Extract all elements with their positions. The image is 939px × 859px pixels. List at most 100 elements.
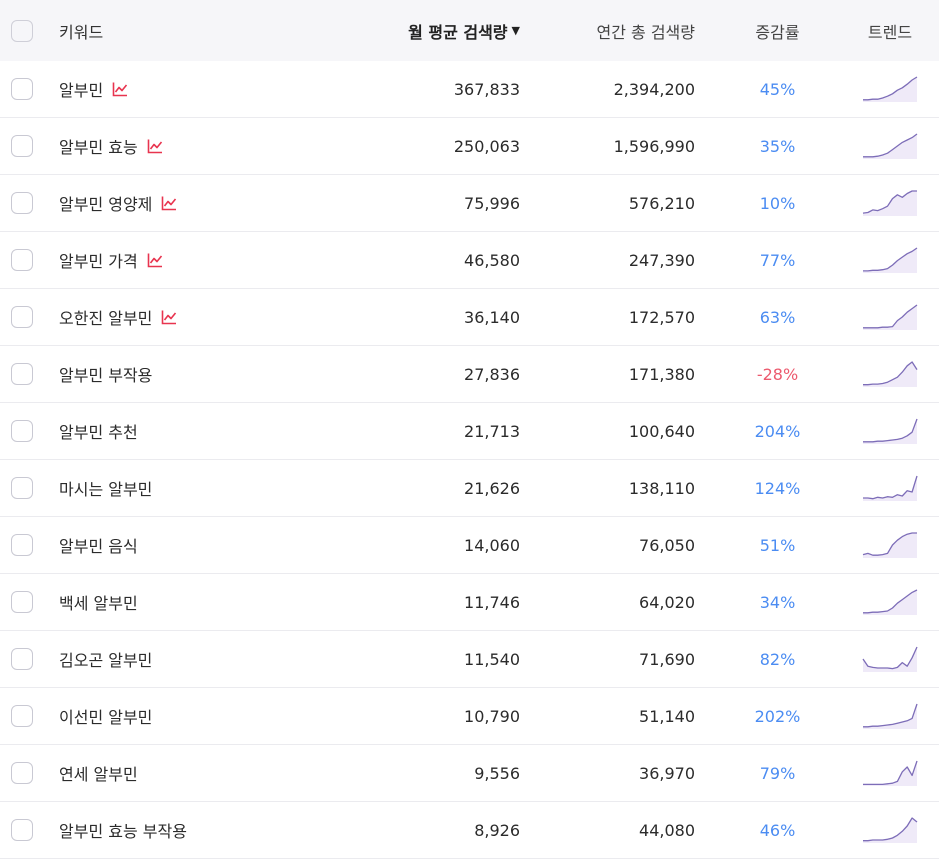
sparkline-area [863, 818, 917, 843]
keyword-cell[interactable]: 알부민 음식 [59, 517, 359, 573]
table-row[interactable]: 알부민 367,833 2,394,200 45% [0, 61, 939, 118]
keyword-text[interactable]: 이선민 알부민 [59, 708, 153, 727]
keyword-cell[interactable]: 알부민 부작용 [59, 346, 359, 402]
table-row[interactable]: 알부민 가격 46,580 247,390 77% [0, 232, 939, 289]
change-rate: 77% [759, 250, 796, 270]
keyword-text[interactable]: 알부민 부작용 [59, 366, 153, 385]
row-checkbox[interactable] [11, 705, 33, 727]
row-checkbox[interactable] [11, 363, 33, 385]
table-body: 알부민 367,833 2,394,200 45% 알부민 효능 250,063 1,596… [0, 61, 939, 859]
header-keyword[interactable]: 키워드 [59, 22, 104, 42]
row-checkbox[interactable] [11, 249, 33, 271]
table-row[interactable]: 마시는 알부민 21,626 138,110 124% [0, 460, 939, 517]
trend-sparkline [863, 133, 918, 159]
table-row[interactable]: 이선민 알부민 10,790 51,140 202% [0, 688, 939, 745]
monthly-volume: 75,996 [464, 193, 520, 213]
row-checkbox[interactable] [11, 534, 33, 556]
keyword-cell[interactable]: 알부민 효능 부작용 [59, 802, 359, 858]
trend-sparkline [863, 760, 918, 786]
keyword-cell[interactable]: 알부민 효능 [59, 118, 359, 174]
table-row[interactable]: 알부민 효능 부작용 8,926 44,080 46% [0, 802, 939, 859]
keyword-cell[interactable]: 이선민 알부민 [59, 688, 359, 744]
row-checkbox[interactable] [11, 648, 33, 670]
sparkline-line [863, 817, 918, 842]
sparkline-line [863, 76, 918, 101]
keyword-text[interactable]: 알부민 가격 [59, 252, 138, 271]
row-checkbox[interactable] [11, 135, 33, 157]
keyword-text[interactable]: 알부민 추천 [59, 423, 138, 442]
keyword-text[interactable]: 오한진 알부민 [59, 309, 153, 328]
row-checkbox[interactable] [11, 477, 33, 499]
row-checkbox-cell [8, 118, 36, 174]
row-checkbox[interactable] [11, 306, 33, 328]
yearly-volume: 36,970 [639, 763, 695, 783]
keyword-cell[interactable]: 백세 알부민 [59, 574, 359, 630]
row-checkbox[interactable] [11, 420, 33, 442]
table-row[interactable]: 알부민 효능 250,063 1,596,990 35% [0, 118, 939, 175]
change-rate: 82% [759, 649, 796, 669]
table-row[interactable]: 알부민 부작용 27,836 171,380 -28% [0, 346, 939, 403]
keyword-cell[interactable]: 알부민 [59, 61, 359, 117]
table-row[interactable]: 백세 알부민 11,746 64,020 34% [0, 574, 939, 631]
row-checkbox-cell [8, 688, 36, 744]
sparkline-line [862, 532, 917, 556]
header-monthly-volume[interactable]: 월 평균 검색량 ▼ [360, 0, 520, 61]
keyword-cell[interactable]: 알부민 추천 [59, 403, 359, 459]
table-row[interactable]: 김오곤 알부민 11,540 71,690 82% [0, 631, 939, 688]
keyword-cell[interactable]: 김오곤 알부민 [59, 631, 359, 687]
monthly-volume: 11,540 [464, 649, 520, 669]
keyword-cell[interactable]: 알부민 가격 [59, 232, 359, 288]
trend-cell [850, 688, 930, 744]
keyword-cell[interactable]: 알부민 영양제 [59, 175, 359, 231]
change-rate: 46% [759, 820, 796, 840]
select-all-checkbox[interactable] [11, 19, 33, 42]
trend-cell [850, 403, 930, 459]
sparkline-area [863, 704, 917, 729]
keyword-text[interactable]: 알부민 [59, 81, 104, 100]
monthly-volume: 21,626 [464, 478, 520, 498]
row-checkbox[interactable] [11, 78, 33, 100]
table-row[interactable]: 알부민 추천 21,713 100,640 204% [0, 403, 939, 460]
trend-cell [850, 745, 930, 801]
keyword-text[interactable]: 알부민 영양제 [59, 195, 153, 214]
keyword-text[interactable]: 알부민 음식 [59, 537, 138, 556]
keyword-cell[interactable]: 오한진 알부민 [59, 289, 359, 345]
sparkline-line [863, 304, 918, 329]
table-row[interactable]: 알부민 음식 14,060 76,050 51% [0, 517, 939, 574]
header-change-rate[interactable]: 증감률 [755, 22, 800, 42]
keyword-text[interactable]: 백세 알부민 [59, 594, 138, 613]
keyword-text[interactable]: 연세 알부민 [59, 765, 138, 784]
header-yearly-volume[interactable]: 연간 총 검색량 [596, 22, 696, 42]
row-checkbox[interactable] [11, 591, 33, 613]
yearly-volume: 44,080 [639, 820, 695, 840]
row-checkbox-cell [8, 574, 36, 630]
table-row[interactable]: 연세 알부민 9,556 36,970 79% [0, 745, 939, 802]
keyword-cell[interactable]: 연세 알부민 [59, 745, 359, 801]
monthly-volume: 36,140 [464, 307, 520, 327]
keyword-text[interactable]: 알부민 효능 부작용 [59, 822, 187, 841]
yearly-volume: 247,390 [628, 250, 695, 270]
row-checkbox[interactable] [11, 762, 33, 784]
keyword-text[interactable]: 김오곤 알부민 [59, 651, 153, 670]
sparkline-area [863, 248, 917, 273]
row-checkbox[interactable] [11, 819, 33, 841]
sparkline-line [863, 361, 918, 386]
row-checkbox[interactable] [11, 192, 33, 214]
trend-sparkline [863, 304, 918, 330]
sparkline-line [863, 133, 918, 158]
table-row[interactable]: 오한진 알부민 36,140 172,570 63% [0, 289, 939, 346]
monthly-volume: 367,833 [453, 79, 520, 99]
keyword-text[interactable]: 알부민 효능 [59, 138, 138, 157]
table-row[interactable]: 알부민 영양제 75,996 576,210 10% [0, 175, 939, 232]
trend-sparkline [863, 361, 918, 387]
monthly-volume: 14,060 [464, 535, 520, 555]
keyword-cell[interactable]: 마시는 알부민 [59, 460, 359, 516]
sparkline-area [863, 77, 917, 102]
sparkline-area [863, 305, 917, 330]
yearly-volume: 171,380 [628, 364, 695, 384]
header-checkbox-cell [8, 0, 36, 61]
keyword-text[interactable]: 마시는 알부민 [59, 480, 153, 499]
header-monthly-label: 월 평균 검색량 [408, 22, 508, 42]
sort-desc-icon[interactable]: ▼ [511, 24, 520, 37]
